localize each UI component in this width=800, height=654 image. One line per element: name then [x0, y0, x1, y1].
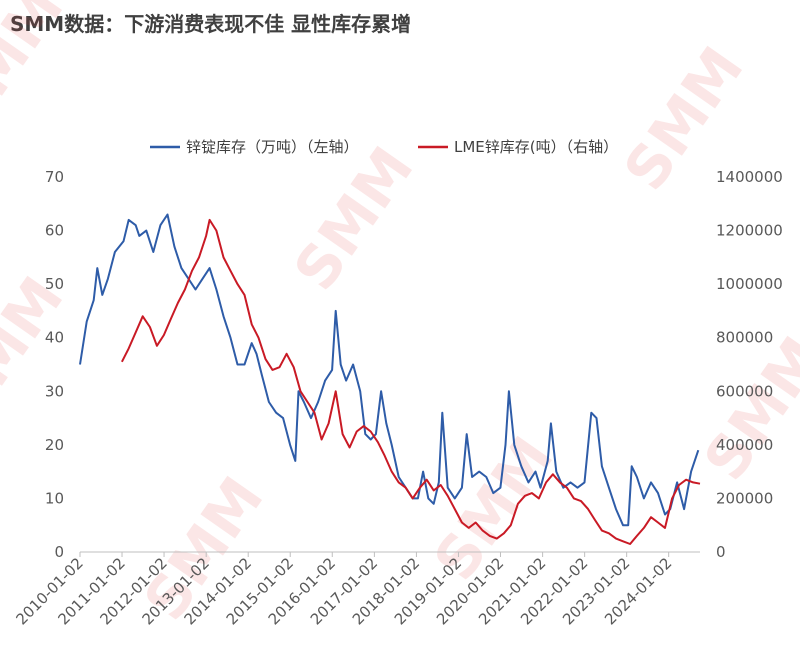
y-left-tick-label: 60: [45, 222, 64, 240]
watermark-1: SMM: [0, 265, 77, 433]
y-left-tick-label: 20: [45, 436, 64, 454]
y-left-tick-label: 40: [45, 329, 64, 347]
watermark-4: SMM: [691, 325, 800, 493]
y-right-tick-label: 400000: [716, 436, 773, 454]
y-left-tick-label: 50: [45, 275, 64, 293]
chart-title: SMM数据：下游消费表现不佳 显性库存累增: [10, 12, 412, 36]
series-line-lme-zinc-inventory: [121, 218, 701, 545]
series-lines: [79, 213, 701, 545]
legend-label: LME锌库存(吨）（右轴）: [454, 138, 618, 156]
y-left-tick-label: 30: [45, 382, 64, 400]
y-right-tick-label: 1200000: [716, 222, 783, 240]
watermark-2: SMM: [281, 135, 427, 303]
watermark-7: SMM: [0, 0, 77, 142]
axes: 0 10 20 30 40 50 60 70 0 200000 400000 600000 800000…: [12, 168, 782, 628]
y-right-tick-label: 200000: [716, 489, 773, 507]
y-right-tick-label: 1400000: [716, 168, 783, 186]
y-right-tick-label: 1000000: [716, 275, 783, 293]
legend-label: 锌锭库存（万吨）（左轴）: [186, 138, 359, 156]
y-right-tick-label: 600000: [716, 382, 773, 400]
series-line-zinc-ingot-inventory: [79, 213, 700, 527]
y-right-tick-label: 800000: [716, 329, 773, 347]
legend: 锌锭库存（万吨）（左轴） LME锌库存(吨）（右轴）: [150, 138, 618, 156]
y-left-tick-label: 70: [45, 168, 64, 186]
y-left-tick-label: 0: [54, 543, 64, 561]
y-left-tick-label: 10: [45, 489, 64, 507]
y-right-tick-label: 0: [716, 543, 726, 561]
